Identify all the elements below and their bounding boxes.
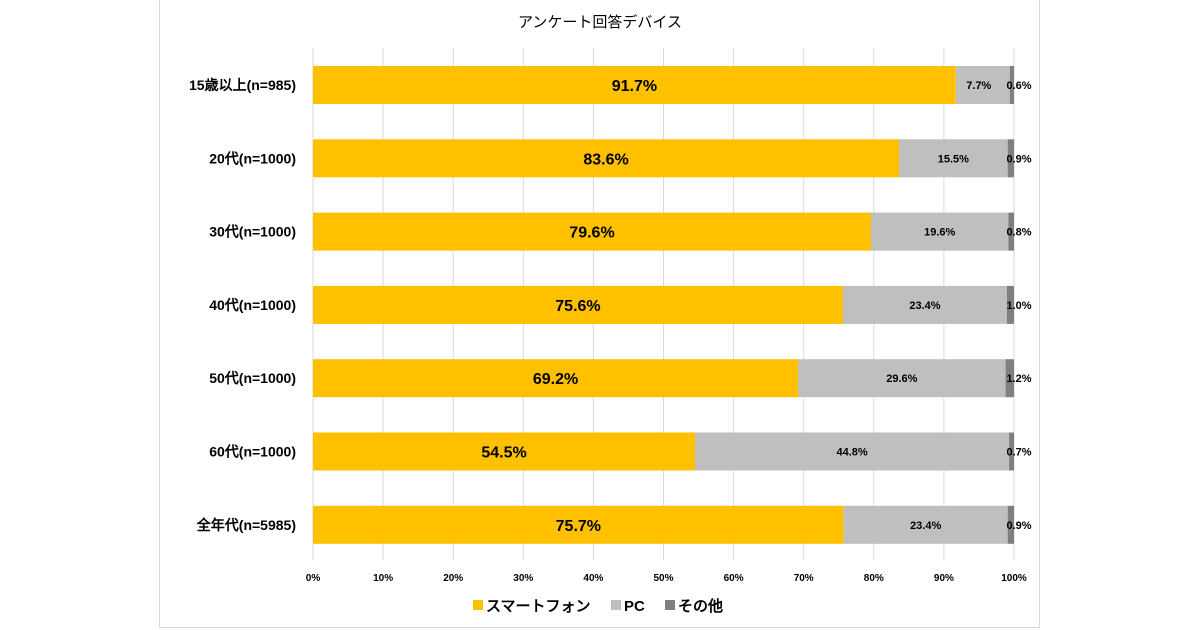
data-label: 0.9% <box>1006 153 1031 165</box>
legend-label: PC <box>624 598 645 615</box>
data-label: 83.6% <box>583 151 628 168</box>
x-tick-label: 90% <box>934 573 954 584</box>
chart-title: アンケート回答デバイス <box>518 13 682 31</box>
bar-segment-other <box>1009 66 1014 104</box>
data-label: 0.6% <box>1006 80 1031 92</box>
category-label: 20代(n=1000) <box>209 150 296 166</box>
data-label: 44.8% <box>836 447 867 459</box>
data-label: 1.0% <box>1006 300 1031 312</box>
x-tick-label: 100% <box>1001 573 1027 584</box>
data-label: 91.7% <box>612 78 657 95</box>
data-label: 75.7% <box>556 518 601 535</box>
bar-segment-smartphone <box>313 359 799 398</box>
data-label: 0.8% <box>1006 227 1031 239</box>
bar-segment-other <box>1006 285 1014 324</box>
data-label: 54.5% <box>481 445 526 462</box>
bar-segment-smartphone <box>313 139 900 178</box>
bar-segment-smartphone <box>313 505 844 544</box>
x-tick-label: 50% <box>653 573 673 584</box>
legend-label: その他 <box>678 597 723 615</box>
data-label: 29.6% <box>886 373 917 385</box>
category-label: 15歳以上(n=985) <box>189 77 296 93</box>
bar-segment-pc <box>899 139 1008 178</box>
data-label: 15.5% <box>938 153 969 165</box>
data-label: 79.6% <box>569 225 614 242</box>
bar-segment-other <box>1007 139 1014 178</box>
category-label: 40代(n=1000) <box>209 297 296 313</box>
data-label: 1.2% <box>1006 373 1031 385</box>
category-label: 60代(n=1000) <box>209 444 296 460</box>
data-label: 23.4% <box>910 520 941 532</box>
x-tick-label: 20% <box>443 573 463 584</box>
bar-segment-pc <box>843 505 1008 544</box>
x-tick-label: 0% <box>306 573 321 584</box>
bar-segment-smartphone <box>313 66 956 104</box>
x-tick-label: 80% <box>864 573 884 584</box>
bar-segment-other <box>1008 212 1014 251</box>
data-label: 0.7% <box>1006 447 1031 459</box>
bar-segment-smartphone <box>313 212 871 251</box>
bar-segment-pc <box>798 359 1006 398</box>
data-label: 19.6% <box>924 227 955 239</box>
bar-segment-other <box>1009 432 1014 471</box>
x-tick-label: 60% <box>724 573 744 584</box>
bar-segment-smartphone <box>313 285 843 324</box>
bar-segment-pc <box>695 432 1010 471</box>
legend-label: スマートフォン <box>486 598 591 615</box>
legend-swatch <box>611 600 621 610</box>
bar-segment-pc <box>870 212 1009 251</box>
x-tick-label: 30% <box>513 573 533 584</box>
legend-swatch <box>665 600 675 610</box>
category-label: 50代(n=1000) <box>209 370 296 386</box>
data-label: 7.7% <box>966 80 991 92</box>
bar-segment-pc <box>955 66 1010 104</box>
data-label: 23.4% <box>909 300 940 312</box>
x-tick-label: 40% <box>583 573 603 584</box>
bar-segment-other <box>1007 505 1014 544</box>
category-label: 30代(n=1000) <box>209 224 296 240</box>
chart-frame <box>159 0 1040 628</box>
bar-segment-smartphone <box>313 432 696 471</box>
bar-segment-other <box>1005 359 1014 398</box>
data-label: 0.9% <box>1006 520 1031 532</box>
legend-swatch <box>473 600 483 610</box>
data-label: 69.2% <box>533 371 578 388</box>
x-tick-label: 10% <box>373 573 393 584</box>
data-label: 75.6% <box>555 298 600 315</box>
bar-segment-pc <box>842 285 1007 324</box>
x-tick-label: 70% <box>794 573 814 584</box>
category-label: 全年代(n=5985) <box>196 517 296 533</box>
